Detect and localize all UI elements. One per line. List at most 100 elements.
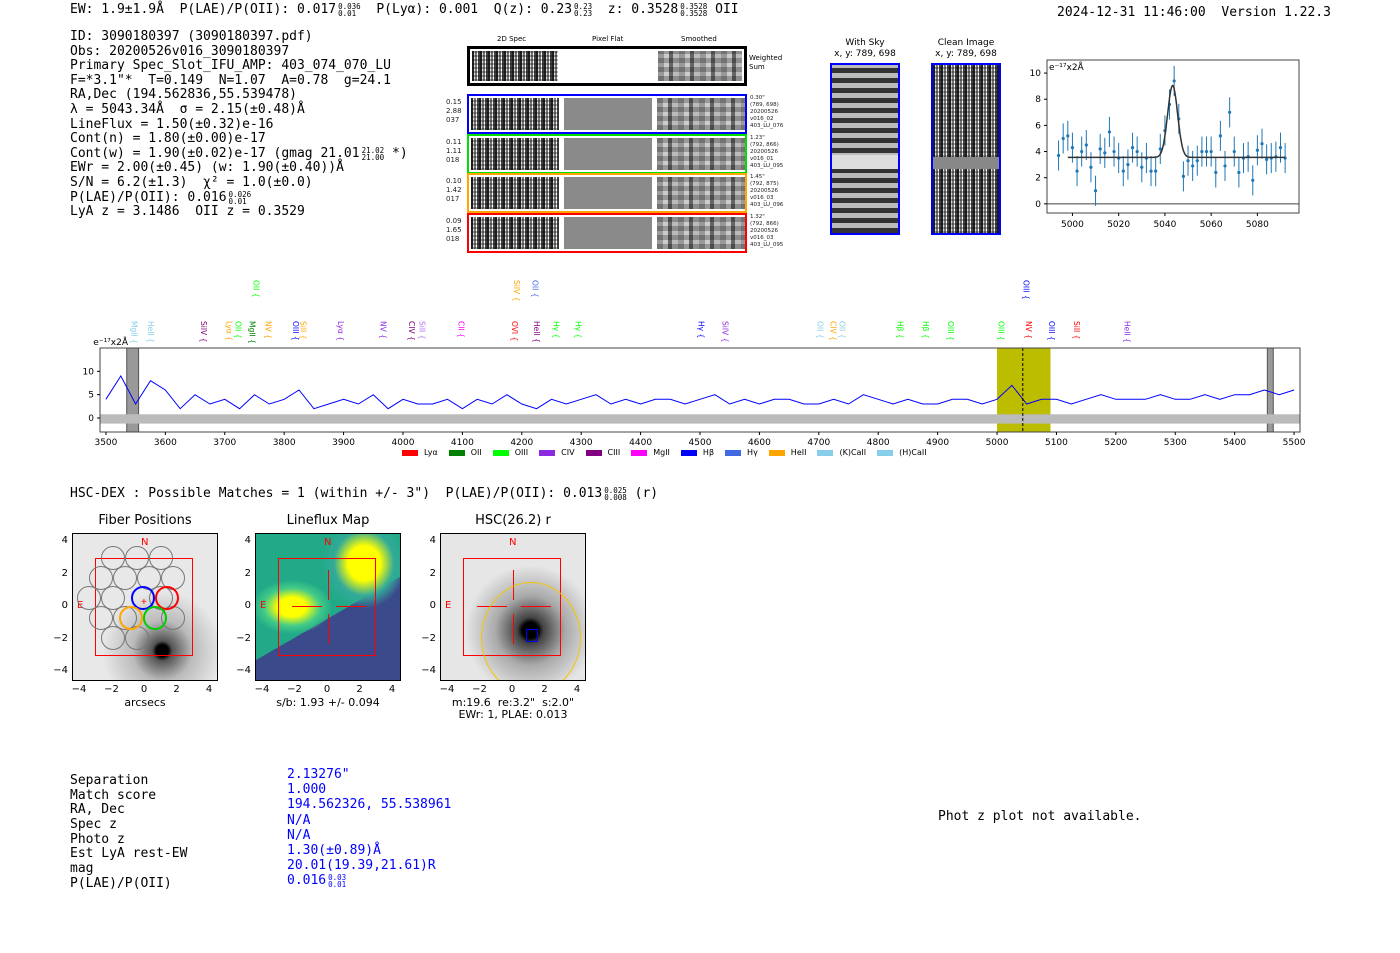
hsc-band: (r) [634,486,659,501]
data-point [1154,169,1158,173]
x-tick-label: 5200 [1104,438,1127,448]
fiber-circle-highlight [131,586,155,610]
sky-band [832,155,898,169]
x-tick-label: −2 [287,684,302,695]
value-photo-z: N/A [287,827,311,843]
info-plae: P(LAE)/P(OII): 0.016 0.026 0.01 [70,189,408,206]
z-lower: 0.3528 [680,9,708,18]
emission-line-label: HeII { [146,321,155,343]
y-tick-label: 2 [1035,174,1041,184]
label-radec: RA, Dec [70,802,125,818]
x-tick-label: 4900 [926,438,949,448]
smoothed-image [657,98,745,130]
y-tick-label: 0 [61,600,68,611]
crosshair-bottom [328,614,329,644]
data-point [1186,159,1190,163]
timestamp-version: 2024-12-31 11:46:00 Version 1.22.3 [1057,5,1331,20]
east-label: E [260,600,267,611]
data-point [1089,165,1093,169]
legend-swatch [725,449,742,456]
hsc-plae-upper: 0.025 [604,486,627,495]
spec2d-image [471,216,559,249]
data-point [1084,143,1088,147]
data-point [1121,169,1125,173]
value-radec: 194.562326, 55.538961 [287,797,452,813]
info-ewr: EWr = 2.00(±0.45) (w: 1.90(±0.40))Å [70,160,344,176]
emission-line-label: OIII { [997,321,1006,341]
emission-line-label: OII { [233,321,242,338]
legend-item: OIII [492,448,528,457]
fiber-stats: 0.09 1.65 018 [446,216,462,243]
x-tick-label: 4400 [629,438,652,448]
plae-text: P(LAE)/P(OII): 0.016 [70,189,227,205]
gmag-upper: 21.02 [361,145,385,155]
legend-item: (K)CaII [817,448,866,457]
data-point [1135,149,1139,154]
x-tick-label: 5100 [1045,438,1068,448]
info-contn: Cont(n) = 1.80(±0.00)e-17 [70,131,266,147]
emission-line-label: OIII { [291,321,300,341]
x-tick-label: 5000 [986,438,1009,448]
fiber-meta: 0.30" (789, 698) 20200526 v016_02 403_LU… [750,95,784,129]
panel-caption: arcsecs [124,696,166,709]
with-sky-image [830,63,900,235]
plot-frame [1046,59,1300,214]
x-tick-label: 5500 [1283,438,1306,448]
fiber-circle [113,566,137,590]
data-point [1158,147,1162,151]
emission-line-label: MgII { [129,321,138,344]
fiber-stats: 0.10 1.42 017 [446,177,462,203]
smoothed-image [657,137,745,170]
legend-swatch [631,449,648,456]
emission-line-label: OVI { [510,321,519,341]
match-labels: Separation Match score RA, Dec Spec z Photo … [70,773,187,892]
spacer [1206,5,1222,20]
panel-title: HSC(26.2) r [475,513,551,528]
label-spec-z: Spec z [70,817,117,833]
data-point [1075,169,1079,173]
center-marker: + [141,597,147,608]
y-tick-label: −2 [421,632,436,644]
data-point [1149,169,1153,173]
y-tick-label: 2 [61,567,68,579]
spec2d-image [471,98,559,130]
panel-title: Fiber Positions [98,513,192,528]
gaussian-fit-curve [1067,84,1286,159]
fiber-circle [89,566,113,590]
legend-item: CIV [539,448,575,457]
fiber-circle [101,626,125,650]
full-spectrum-chart: 3500 3600 3700 3800 3900 4000 4100 4200 4300 4400… [83,280,1306,448]
data-point [1232,149,1236,154]
emission-line-label: OIII { [1022,280,1031,300]
data-point [1103,151,1107,155]
pixel-flat-image [564,98,652,130]
emission-line-label: SiIV { [720,321,729,342]
emission-line-label: SiIV { [512,280,521,301]
x-tick-label: 3800 [273,438,296,448]
pixel-flat-image [564,216,652,249]
fiber-stats: 0.15 2.88 037 [446,98,462,124]
kron-ellipse [481,582,581,680]
x-tick-label: 2 [541,684,548,695]
spacer [164,2,180,17]
smoothed-image [657,177,745,209]
data-point [1209,149,1213,154]
x-tick-label: −4 [439,684,455,695]
with-sky-coords: x, y: 789, 698 [834,49,896,59]
north-label: N [141,537,149,548]
fiber-circle-highlight [155,586,179,610]
y-tick-label: 6 [1035,121,1041,131]
y-tick-label: 5 [88,391,94,401]
legend-swatch [539,449,556,456]
y-tick-label: −2 [53,632,68,644]
legend-swatch [817,449,834,456]
emission-line-label: Lyα { [224,321,233,341]
fiber-spectrum-row [467,173,747,213]
y-tick-label: −2 [236,632,251,644]
legend-swatch [768,449,785,456]
data-point [1181,174,1186,178]
legend-swatch [402,449,418,456]
x-tick-label: 4600 [748,438,771,448]
